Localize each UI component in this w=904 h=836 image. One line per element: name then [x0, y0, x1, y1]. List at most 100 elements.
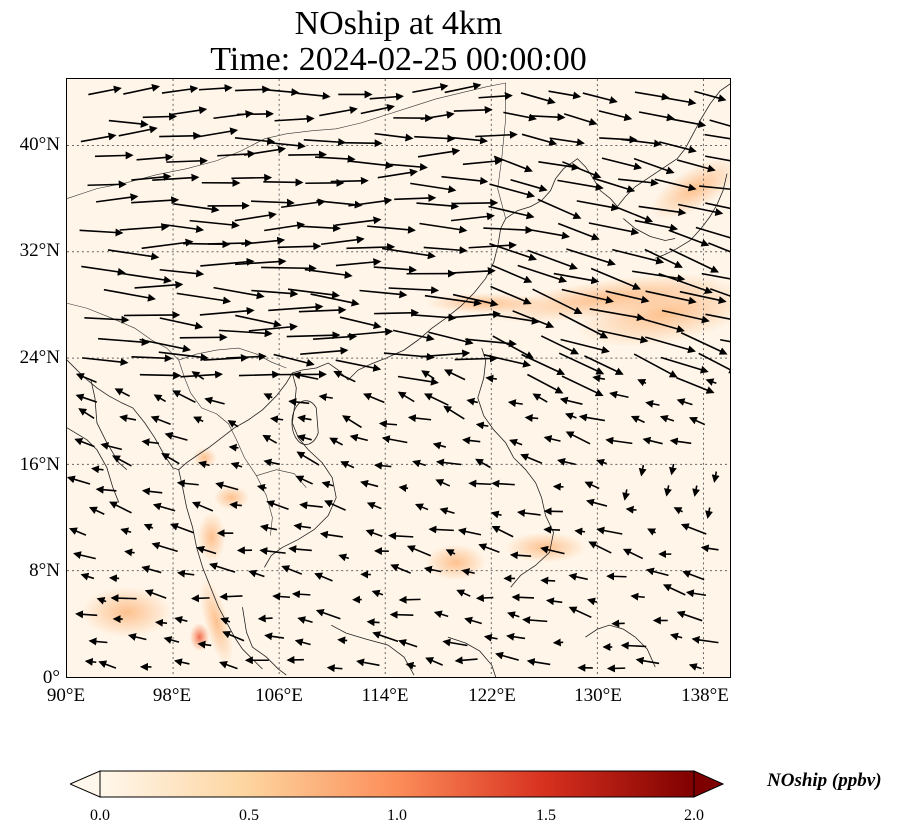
wind-vector	[522, 616, 548, 625]
wind-vector	[324, 500, 346, 511]
wind-vector	[669, 437, 692, 446]
wind-vector	[108, 574, 120, 583]
wind-vector	[405, 661, 416, 670]
wind-vector	[107, 249, 160, 261]
wind-vector	[705, 155, 730, 162]
wind-vector	[633, 315, 685, 333]
wind-vector	[174, 616, 188, 624]
wind-vector	[269, 415, 284, 424]
wind-vector	[74, 437, 95, 448]
wind-vector	[699, 185, 730, 190]
wind-vector	[638, 464, 647, 477]
wind-vector	[709, 119, 730, 127]
wind-vector	[638, 111, 675, 122]
wind-vector	[163, 636, 180, 644]
wind-vector	[315, 154, 356, 163]
wind-vector	[98, 337, 150, 347]
wind-vector	[493, 155, 533, 173]
wind-vector	[219, 592, 243, 601]
wind-vector	[708, 242, 730, 253]
wind-vector	[337, 636, 348, 645]
wind-vector	[266, 500, 289, 511]
wind-vector	[303, 138, 347, 147]
wind-vector	[318, 393, 333, 402]
colorbar	[70, 770, 724, 798]
wind-vector	[625, 505, 637, 514]
wind-vector	[261, 264, 317, 273]
wind-vector	[213, 286, 265, 300]
wind-vector	[161, 453, 180, 465]
wind-vector	[287, 288, 340, 299]
wind-vector	[150, 415, 171, 425]
wind-vector	[139, 371, 182, 380]
wind-vector	[679, 290, 727, 305]
wind-vector	[560, 338, 610, 354]
wind-vector	[141, 487, 163, 496]
wind-vector	[670, 632, 683, 641]
wind-vector	[538, 161, 580, 171]
wind-vector	[520, 92, 556, 105]
wind-vector	[527, 249, 578, 270]
wind-vector	[719, 338, 730, 343]
wind-vectors	[67, 82, 730, 673]
wind-vector	[637, 378, 647, 387]
wind-vector	[417, 147, 461, 158]
wind-vector	[475, 421, 489, 430]
wind-vector	[315, 608, 341, 620]
wind-vector	[442, 638, 468, 647]
wind-vector	[509, 551, 532, 560]
wind-vector	[78, 408, 95, 419]
wind-vector	[198, 460, 210, 469]
wind-vector	[366, 618, 380, 627]
wind-vector	[416, 201, 460, 210]
wind-vector	[659, 141, 697, 154]
wind-vector	[428, 525, 454, 534]
wind-vector	[645, 336, 696, 354]
lon-tick-label: 122°E	[468, 685, 516, 706]
wind-vector	[423, 246, 468, 255]
wind-vector	[161, 85, 199, 94]
wind-vector	[388, 286, 440, 295]
wind-vector	[680, 523, 707, 535]
wind-vector	[705, 378, 717, 386]
wind-vector	[557, 222, 600, 241]
wind-vector	[445, 549, 456, 557]
wind-vector	[605, 436, 633, 445]
wind-vector	[96, 193, 139, 203]
wind-vector	[257, 614, 273, 623]
wind-vector	[507, 611, 520, 619]
wind-vector	[553, 272, 600, 285]
wind-vector	[578, 413, 606, 422]
wind-vector	[545, 597, 563, 606]
wind-vector	[180, 370, 224, 379]
wind-vector	[373, 461, 392, 470]
wind-vector	[292, 371, 319, 380]
wind-vector	[243, 145, 287, 156]
wind-vector	[565, 412, 577, 421]
wind-vector	[80, 572, 95, 581]
wind-vector	[152, 502, 176, 512]
wind-vector	[491, 264, 533, 283]
wind-vector	[461, 568, 475, 576]
wind-vector	[123, 310, 181, 319]
wind-vector	[584, 355, 624, 375]
wind-vector	[634, 219, 679, 232]
wind-vector	[299, 501, 323, 510]
wind-vector	[561, 375, 604, 397]
wind-vector	[661, 96, 697, 106]
wind-vector	[296, 434, 312, 442]
wind-vector	[407, 414, 432, 423]
wind-vector	[420, 110, 455, 120]
wind-vector	[314, 572, 333, 582]
wind-vector	[234, 211, 277, 222]
wind-vector	[676, 159, 716, 173]
wind-vector	[158, 351, 209, 362]
wind-vector	[218, 329, 273, 338]
wind-vector	[668, 229, 710, 247]
wind-vector	[234, 137, 276, 146]
wind-vector	[667, 117, 707, 129]
wind-vector	[263, 178, 304, 187]
wind-vector	[521, 353, 566, 376]
wind-vector	[540, 576, 556, 585]
wind-vector	[95, 485, 117, 494]
